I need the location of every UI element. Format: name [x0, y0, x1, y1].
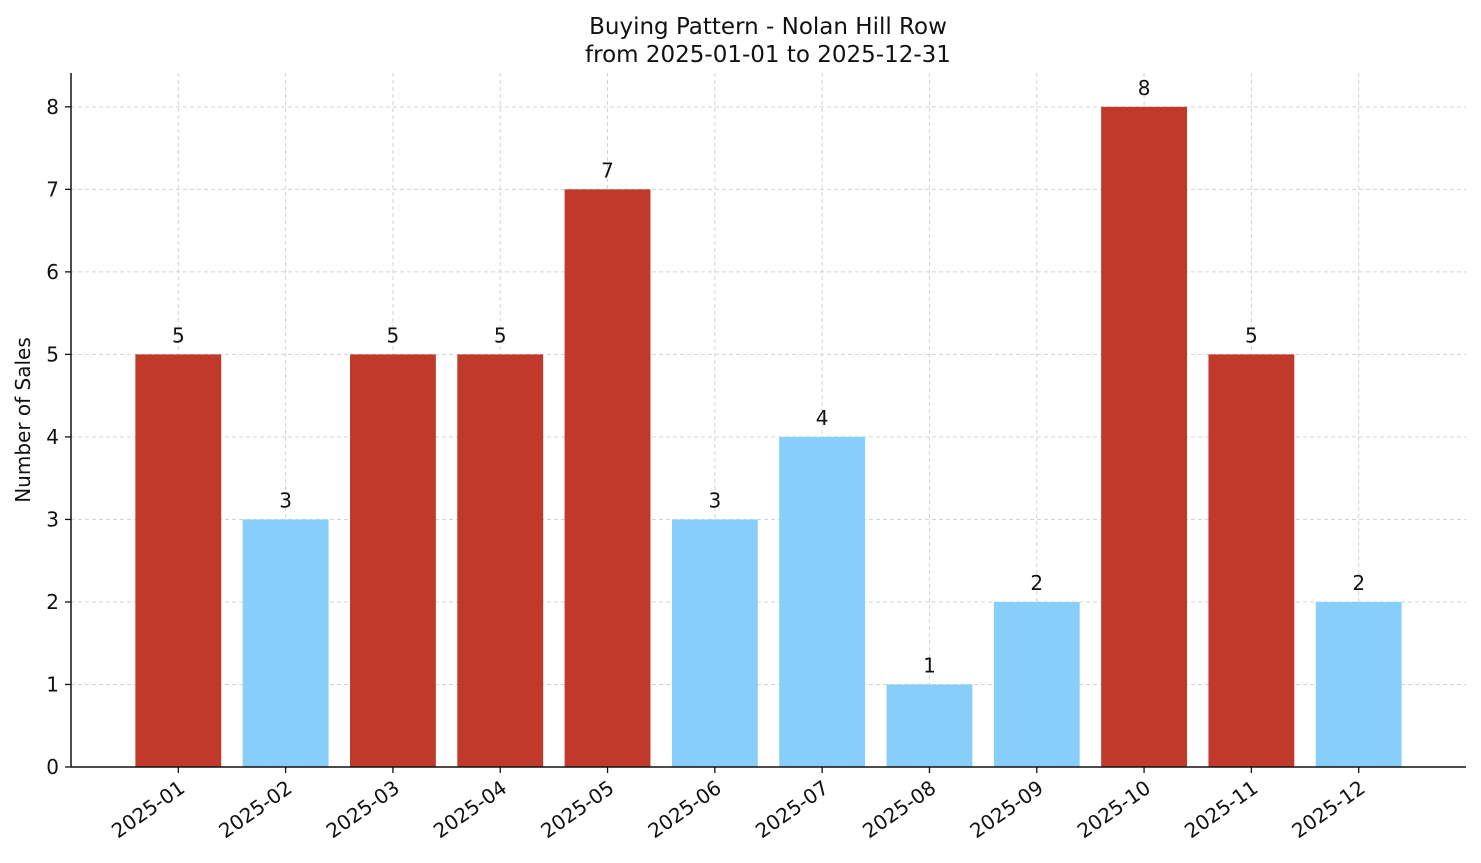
chart-title: Buying Pattern - Nolan Hill Row — [589, 14, 947, 40]
bar — [350, 354, 436, 767]
value-label: 5 — [494, 323, 507, 347]
y-tick-label: 3 — [46, 507, 59, 531]
value-label: 5 — [387, 323, 400, 347]
y-axis-label: Number of Sales — [11, 337, 35, 503]
value-label: 5 — [172, 323, 185, 347]
bar — [1315, 601, 1402, 767]
y-tick-label: 4 — [46, 425, 59, 449]
value-label: 4 — [816, 406, 829, 430]
y-tick-label: 2 — [46, 590, 59, 614]
bar — [135, 354, 222, 767]
value-label: 8 — [1138, 76, 1151, 100]
y-tick-label: 5 — [46, 342, 59, 366]
y-tick-label: 8 — [46, 95, 59, 119]
value-label: 1 — [923, 653, 936, 677]
y-tick-label: 7 — [46, 177, 59, 201]
y-tick-label: 1 — [46, 672, 59, 696]
value-label: 3 — [708, 488, 721, 512]
y-tick-label: 6 — [46, 260, 59, 284]
bar — [457, 354, 544, 767]
value-label: 7 — [601, 158, 614, 182]
value-label: 5 — [1245, 323, 1258, 347]
value-label: 3 — [279, 488, 292, 512]
bar — [1101, 106, 1187, 767]
bar — [1208, 354, 1295, 767]
bar — [671, 519, 758, 767]
bar — [242, 519, 329, 767]
bar — [886, 684, 973, 767]
chart-subtitle: from 2025-01-01 to 2025-12-31 — [585, 42, 951, 68]
bar — [564, 189, 651, 767]
y-tick-label: 0 — [46, 755, 59, 779]
bar — [779, 436, 866, 767]
value-label: 2 — [1352, 571, 1365, 595]
bar — [993, 601, 1080, 767]
value-label: 2 — [1030, 571, 1043, 595]
